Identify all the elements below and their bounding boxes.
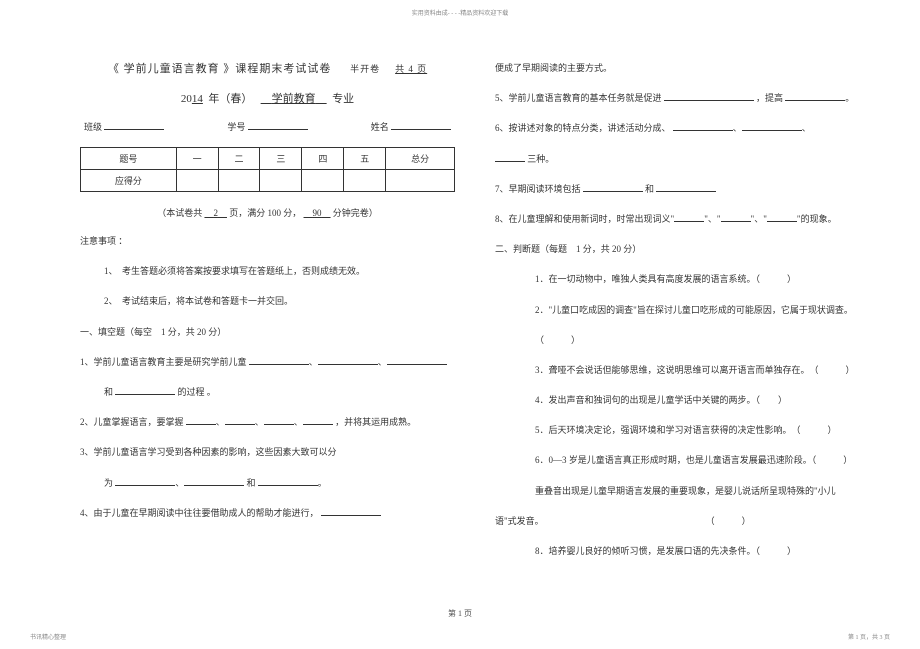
major: 学前教育 — [261, 93, 327, 105]
cell — [176, 170, 218, 192]
q1-3: 3、学前儿童语言学习受到各种因素的影响，这些因素大致可以分 — [80, 444, 455, 460]
exam-page: 《 学前儿童语言教育 》课程期末考试试卷 半开卷 共 4 页 2014 年（春）… — [0, 0, 920, 589]
footer-page-number: 第 1 页 — [448, 608, 472, 619]
q1-2: 2、儿童掌握语言，要掌握 、、、 ，并将其运用成熟。 — [80, 414, 455, 430]
q2-2b: （ ） — [495, 332, 870, 348]
th-0: 题号 — [81, 148, 177, 170]
q1-6: 6、按讲述对象的特点分类，讲述活动分成、 、、 — [495, 120, 870, 136]
notice-title: 注意事项 ： — [80, 233, 455, 249]
th-4: 四 — [302, 148, 344, 170]
footer-right: 第 1 页，共 3 页 — [848, 632, 890, 641]
major-suffix: 专业 — [332, 93, 354, 105]
q2-6: 6．0—3 岁是儿童语言真正形成时期，也是儿童语言发展最迅速阶段。（ ） — [495, 452, 870, 468]
name-label: 姓名 — [371, 120, 451, 133]
year: 14 — [192, 93, 203, 105]
th-6: 总分 — [386, 148, 455, 170]
exam-type: 半开卷 — [350, 64, 380, 74]
q1-3b: 为 、 和 。 — [80, 475, 455, 491]
q1-1b: 和 的过程 。 — [80, 384, 455, 400]
class-label: 班级 — [84, 120, 164, 133]
th-3: 三 — [260, 148, 302, 170]
student-info-row: 班级 学号 姓名 — [80, 120, 455, 133]
notice-2: 2、 考试结束后，将本试卷和答题卡一并交回。 — [80, 293, 455, 309]
cell — [386, 170, 455, 192]
q2-8: 8．培养婴儿良好的倾听习惯，是发展口语的先决条件。（ ） — [495, 543, 870, 559]
th-5: 五 — [344, 148, 386, 170]
table-row: 应得分 — [81, 170, 455, 192]
q1-5: 5、学前儿童语言教育的基本任务就是促进 ，提高 。 — [495, 90, 870, 106]
table-row: 题号 一 二 三 四 五 总分 — [81, 148, 455, 170]
right-column: 便成了早期阅读的主要方式。 5、学前儿童语言教育的基本任务就是促进 ，提高 。 … — [495, 60, 870, 559]
q2-5: 5．后天环境决定论，强调环境和学习对语言获得的决定性影响。 （ ） — [495, 422, 870, 438]
notice-1: 1、 考生答题必须将答案按要求填写在答题纸上，否则成绩无效。 — [80, 263, 455, 279]
q2-7b: 语"式发音。 （ ） — [495, 513, 870, 529]
cell — [260, 170, 302, 192]
section2-title: 二、判断题（每题 1 分，共 20 分） — [495, 241, 870, 257]
q2-3: 3．聋哑不会说话但能够思维，这说明思维可以离开语言而单独存在。 （ ） — [495, 362, 870, 378]
id-label: 学号 — [227, 120, 307, 133]
q1-8: 8、在儿童理解和使用新词时，时常出现词义""、""、""的现象。 — [495, 211, 870, 227]
year-prefix: 20 — [181, 93, 192, 105]
q1-7: 7、早期阅读环境包括 和 — [495, 181, 870, 197]
left-column: 《 学前儿童语言教育 》课程期末考试试卷 半开卷 共 4 页 2014 年（春）… — [80, 60, 455, 559]
subtitle-row: 2014 年（春） 学前教育 专业 — [80, 90, 455, 106]
th-2: 二 — [218, 148, 260, 170]
title-suffix: 》课程期末考试试卷 — [223, 63, 331, 75]
course-name: 学前儿童语言教育 — [124, 63, 220, 75]
cell — [344, 170, 386, 192]
cell — [218, 170, 260, 192]
row-label: 应得分 — [81, 170, 177, 192]
q1-6b: 三种。 — [495, 151, 870, 167]
footer-left: 书讯精心整理 — [30, 632, 66, 641]
q1-4b: 便成了早期阅读的主要方式。 — [495, 60, 870, 76]
q1-1: 1、学前儿童语言教育主要是研究学前儿童 、、 — [80, 354, 455, 370]
q2-1: 1．在一切动物中，唯独人类具有高度发展的语言系统。（ ） — [495, 271, 870, 287]
q2-7a: 重叠音出现是儿童早期语言发展的重要现象，是婴儿说话所呈现特殊的"小儿 — [495, 483, 870, 499]
th-1: 一 — [176, 148, 218, 170]
cell — [302, 170, 344, 192]
page-count: 共 4 页 — [395, 64, 427, 74]
section1-title: 一、填空题（每空 1 分，共 20 分） — [80, 324, 455, 340]
score-table: 题号 一 二 三 四 五 总分 应得分 — [80, 147, 455, 192]
header-note: 实用资料由成- - - -精品资料欢迎下载 — [412, 8, 509, 17]
title-prefix: 《 — [108, 63, 120, 75]
exam-note: （本试卷共 2 页，满分 100 分， 90 分钟完卷） — [80, 206, 455, 219]
q1-4: 4、由于儿童在早期阅读中往往要借助成人的帮助才能进行， — [80, 505, 455, 521]
season: 年（春） — [208, 93, 252, 105]
title-row: 《 学前儿童语言教育 》课程期末考试试卷 半开卷 共 4 页 — [80, 60, 455, 76]
q2-4: 4．发出声音和独词句的出现是儿童学话中关键的两步。（ ） — [495, 392, 870, 408]
q2-2a: 2．"儿童口吃成因的调查"旨在探讨儿童口吃形成的可能原因，它属于现状调查。 — [495, 302, 870, 318]
